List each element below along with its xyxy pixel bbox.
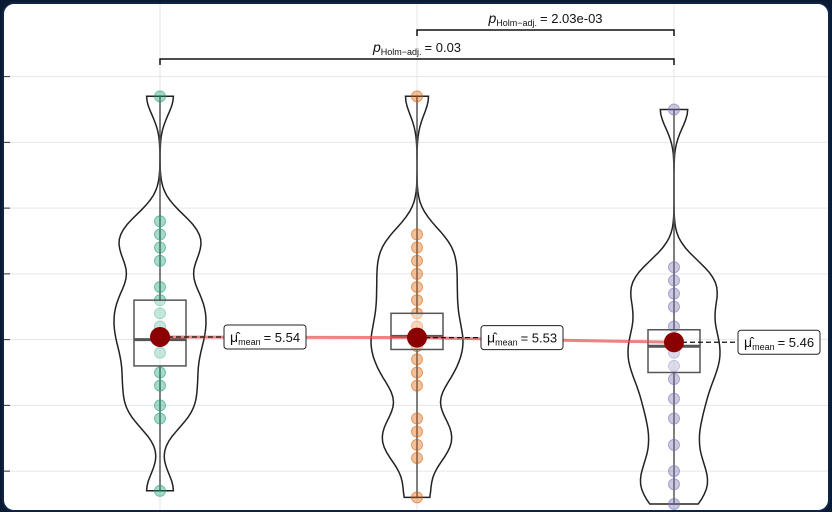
data-point [411,438,423,451]
mean-value: = 5.46 [778,335,815,350]
significance-bracket: pHolm−adj. = 0.03 [159,39,675,65]
data-point [668,274,680,287]
mean-label-box [480,325,564,351]
data-point [668,498,680,510]
data-point [411,353,423,366]
violin-chart: μ̂mean = 5.54 μ̂mean = 5.53 μ̂mean = 5.46pHol… [4,4,828,510]
p-value-label: pHolm−adj. = 2.03e-03 [487,10,602,28]
violin-outline [113,95,207,492]
mean-symbol: μ̂ [230,329,241,345]
mean-subscript: mean [238,337,261,347]
mean-point [407,327,427,348]
data-point [411,267,423,280]
data-point [154,254,166,267]
data-point [411,366,423,379]
data-point [668,359,680,372]
p-value-label: pHolm−adj. = 0.03 [372,39,461,57]
data-point [411,228,423,241]
data-point [154,412,166,425]
p-value: = 2.03e-03 [540,11,603,26]
p-symbol: p [487,10,496,26]
mean-label-text: μ̂mean = 5.53 [487,330,557,348]
mean-label: μ̂mean = 5.54 [223,324,307,350]
data-point [411,90,423,103]
data-point [411,294,423,307]
mean-subscript: mean [752,342,775,352]
mean-label: μ̂mean = 5.46 [737,329,821,355]
p-subscript: Holm−adj. [496,18,537,28]
mean-symbol: μ̂ [744,334,755,350]
data-point [154,346,166,359]
p-value: = 0.03 [425,40,462,55]
data-point [154,366,166,379]
bracket-line [159,58,675,65]
data-point [668,392,680,405]
mean-symbol: μ̂ [487,330,498,346]
data-point [154,215,166,228]
violin-outline [627,108,721,505]
data-point [668,465,680,478]
data-point [411,254,423,267]
mean-value: = 5.54 [264,330,301,345]
data-point [154,228,166,241]
data-point [411,491,423,504]
data-point [154,90,166,103]
data-point [668,103,680,116]
mean-label-text: μ̂mean = 5.46 [744,334,814,352]
data-point [154,241,166,254]
violin-group [113,90,207,497]
data-point [411,281,423,294]
data-point [668,287,680,300]
data-point [668,261,680,274]
data-point [411,451,423,464]
data-point [411,412,423,425]
mean-label-box [737,329,821,355]
significance-bracket: pHolm−adj. = 2.03e-03 [416,10,675,36]
data-point [411,241,423,254]
violin-group [627,103,721,510]
data-point [668,478,680,491]
data-point [668,373,680,386]
data-point [154,379,166,392]
mean-subscript: mean [495,338,518,348]
p-symbol: p [372,39,381,55]
data-point [411,379,423,392]
mean-label-text: μ̂mean = 5.54 [230,329,300,347]
mean-point [664,332,684,353]
mean-point [150,326,170,347]
data-point [154,281,166,294]
data-point [668,412,680,425]
mean-label-box [223,324,307,350]
p-subscript: Holm−adj. [381,47,422,57]
data-point [668,300,680,313]
violin-outline [370,95,464,499]
data-point [668,438,680,451]
mean-label: μ̂mean = 5.53 [480,325,564,351]
data-point [154,399,166,412]
data-point [411,425,423,438]
mean-value: = 5.53 [521,331,558,346]
data-point [154,484,166,497]
bracket-line [416,29,675,36]
violin-group [370,90,464,504]
data-point [154,307,166,320]
